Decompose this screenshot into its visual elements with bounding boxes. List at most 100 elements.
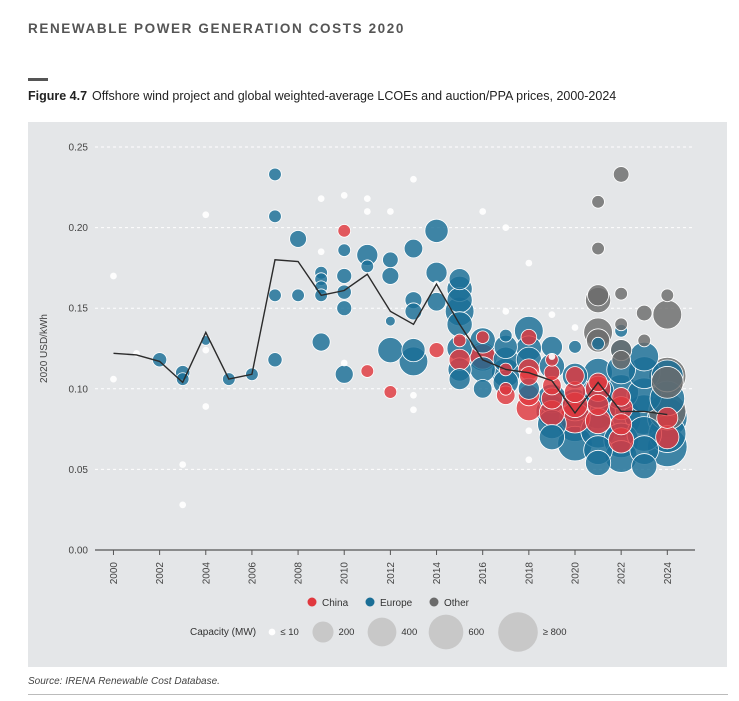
y-axis-label: 2020 USD/kWh [39,314,50,383]
bubble-europe [469,356,496,383]
bubble-europe [317,248,325,256]
bubble-china [587,393,610,416]
capacity-legend-label: 400 [401,627,417,638]
x-tick-label: 2004 [201,562,212,585]
x-tick-label: 2008 [294,562,305,585]
bubble-china [499,382,513,396]
bubble-china [360,364,375,378]
capacity-legend-title: Capacity (MW) [190,627,256,638]
axes: 0.00 0.05 0.10 0.15 0.20 0.25 2000 2002 2004 2006… [39,143,674,585]
capacity-legend-bubble [312,621,334,643]
bubble-europe [336,300,353,317]
y-tick-label: 0.10 [69,384,89,395]
bubble-europe [499,328,513,343]
x-tick-label: 2014 [432,562,443,585]
bubble-europe [585,449,612,476]
bubble-europe [179,461,187,468]
legend: China Europe Other Capacity (MW) ≤ 10 200 400 6… [190,597,567,652]
bubble-europe [525,456,533,464]
legend-dot-china [307,597,317,607]
bubble-other [363,195,371,202]
bubble-europe [363,208,371,215]
bubble-europe [360,259,375,274]
bubble-other [387,208,394,215]
bubble-europe [317,195,325,202]
bubble-other [502,224,510,231]
bubble-other [660,288,675,303]
capacity-legend-label: ≥ 800 [543,627,567,638]
bubble-other [548,311,556,319]
x-tick-label: 2018 [524,562,535,585]
x-tick-label: 2000 [109,562,120,585]
x-tick-label: 2012 [386,562,397,585]
source-note: Source: IRENA Renewable Cost Database. [28,676,220,687]
y-tick-label: 0.00 [69,546,89,557]
bubble-other [202,403,210,410]
weighted-average-line [113,259,668,416]
bubble-other [591,241,605,256]
bubble-china [475,330,490,344]
x-tick-label: 2002 [155,562,166,585]
bubble-europe [202,346,210,354]
bubble-other [612,166,630,183]
bubble-europe [403,238,424,259]
bubble-europe [538,424,565,451]
capacity-legend-bubble [367,617,397,647]
bubble-europe [631,453,658,480]
legend-dot-other [429,597,439,607]
y-tick-label: 0.25 [69,143,89,154]
bubble-other [652,299,683,330]
bubble-europe [448,268,471,291]
bubble-other [525,259,533,267]
bubble-china [340,359,348,367]
bubble-china [448,348,471,371]
capacity-legend-bubble [498,612,538,652]
x-tick-label: 2022 [617,562,628,585]
bubble-other [410,175,417,183]
x-tick-label: 2016 [478,562,489,585]
bubble-other [548,353,556,360]
bubble-europe [591,336,605,351]
bottom-rule [28,694,728,695]
capacity-legend-label: ≤ 10 [280,627,298,638]
bubble-europe [472,379,493,399]
bubble-china [520,328,538,346]
figure-number: Figure 4.7 [28,89,88,103]
bubble-europe [404,302,423,321]
bubble-europe [268,167,282,182]
bubble-europe [525,427,533,435]
bubble-china [428,342,445,359]
bubble-europe [424,218,449,243]
bubble-europe [267,352,283,368]
y-tick-label: 0.20 [69,223,89,234]
bubble-europe [377,337,404,364]
bubble-other [202,211,210,219]
bubbles [110,166,688,509]
bubble-europe [410,406,417,414]
bubble-china [383,385,398,399]
bubble-other [611,350,631,370]
bubble-europe [381,267,400,285]
capacity-legend-bubble [268,628,276,636]
bubble-china [410,391,417,399]
bubble-europe [426,292,447,312]
report-header: RENEWABLE POWER GENERATION COSTS 2020 [28,21,405,36]
bubble-other [479,208,487,215]
capacity-legend-label: 600 [468,627,484,638]
bubble-europe [448,368,471,391]
legend-label-europe: Europe [380,598,413,609]
capacity-legend-label: 200 [339,627,355,638]
figure-caption: Figure 4.7 Offshore wind project and glob… [28,89,616,103]
legend-label-china: China [322,598,349,609]
bubble-europe [568,340,582,354]
bubble-europe [268,209,282,224]
bubble-china [656,406,679,429]
bubble-china [610,413,633,436]
bubble-other [591,195,605,209]
bubble-china [655,425,680,450]
bubble-other [571,324,579,331]
bubble-europe [334,364,354,384]
bubble-other [635,304,653,322]
bubble-china [337,224,351,238]
bubble-china [565,366,585,386]
